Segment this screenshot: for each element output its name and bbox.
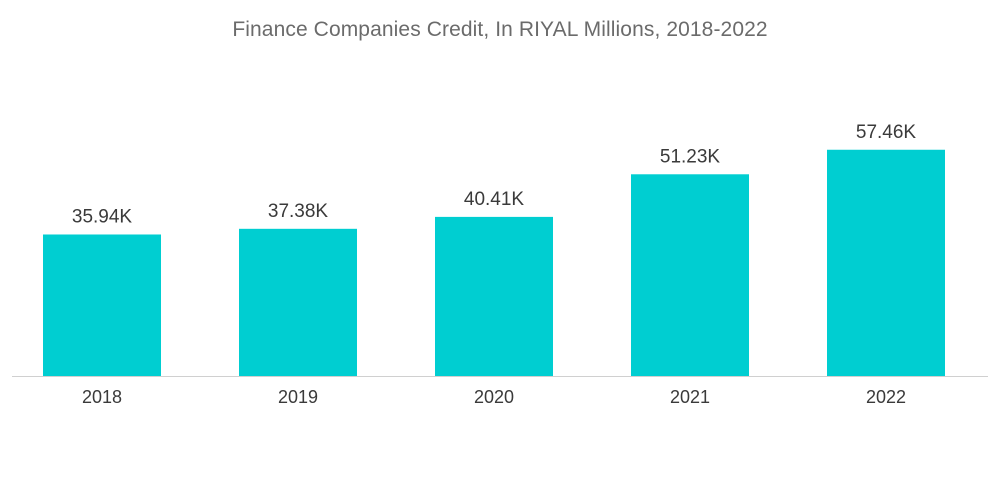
x-tick-label-2020: 2020 [474, 387, 514, 407]
bars-layer [43, 149, 945, 376]
x-tick-label-2018: 2018 [82, 387, 122, 407]
data-label-2018: 35.94K [72, 206, 133, 227]
chart-title: Finance Companies Credit, In RIYAL Milli… [232, 18, 768, 41]
x-tick-label-2022: 2022 [866, 387, 906, 407]
bar-2021 [631, 174, 749, 376]
x-tick-label-2021: 2021 [670, 387, 710, 407]
labels-layer: 35.94K 2018 37.38K 2019 40.41K 2020 51.23K 2021… [72, 122, 917, 407]
data-label-2021: 51.23K [660, 146, 721, 167]
bar-2022 [827, 149, 945, 376]
bar-2018 [43, 234, 161, 376]
x-tick-label-2019: 2019 [278, 387, 318, 407]
data-label-2022: 57.46K [856, 122, 917, 143]
bar-2019 [239, 228, 357, 376]
bar-2020 [435, 216, 553, 376]
data-label-2020: 40.41K [464, 189, 525, 210]
data-label-2019: 37.38K [268, 201, 329, 222]
